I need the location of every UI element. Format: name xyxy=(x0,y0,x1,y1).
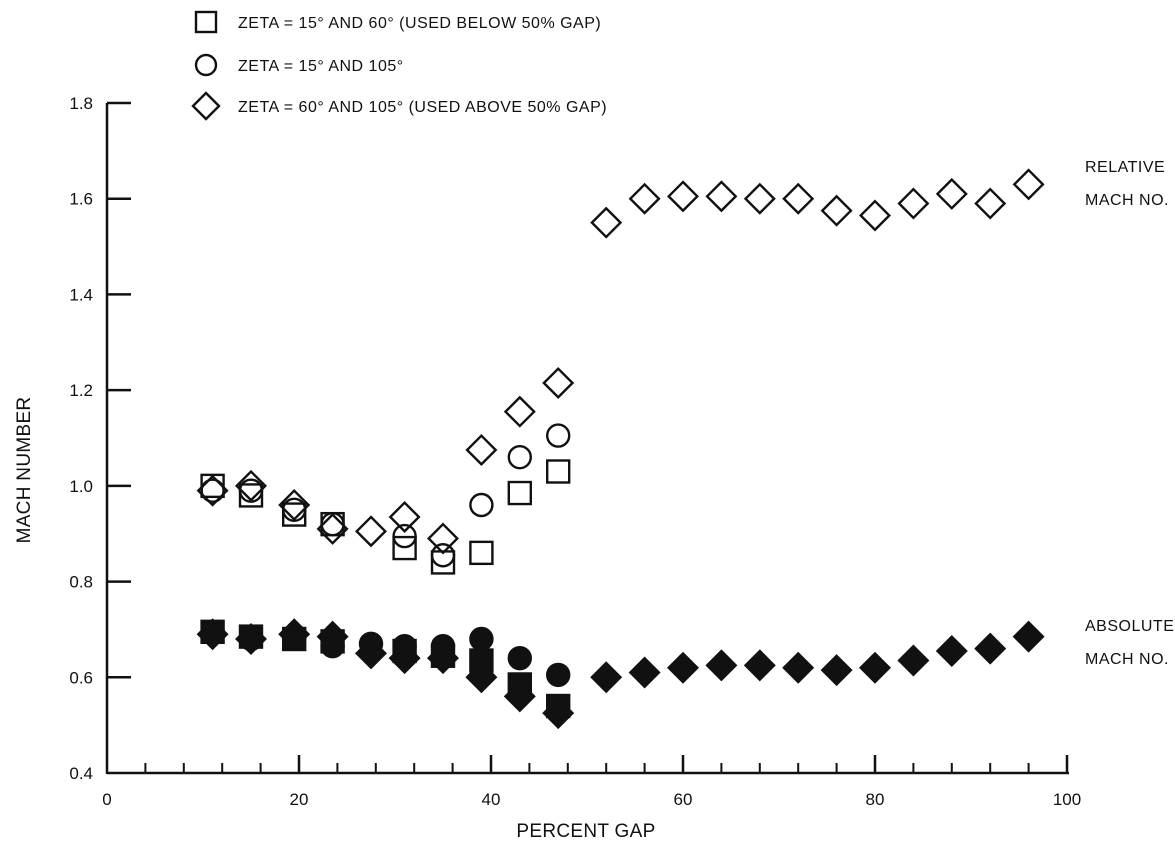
x-axis-title: PERCENT GAP xyxy=(516,821,655,842)
relative-circle-point xyxy=(507,444,532,470)
absolute-diamond-point-filled xyxy=(503,680,536,713)
absolute-diamond-point-filled xyxy=(974,632,1007,665)
y-tick-label: 0.6 xyxy=(69,668,93,687)
x-tick-label: 80 xyxy=(866,790,885,809)
relative-diamond-point xyxy=(465,433,498,466)
annotations: RELATIVE MACH NO. ABSOLUTE MACH NO. xyxy=(1085,159,1174,668)
x-tick-label: 20 xyxy=(290,790,309,809)
legend-label: ZETA = 60° AND 105° (USED ABOVE 50% GAP) xyxy=(238,99,607,116)
relative-circle-point xyxy=(392,523,417,549)
annotation-label: MACH NO. xyxy=(1085,192,1169,209)
absolute-circle-point-filled xyxy=(546,662,571,688)
absolute-diamond-point-filled xyxy=(743,649,776,682)
relative-diamond-point xyxy=(667,180,699,213)
y-tick-label: 0.8 xyxy=(69,573,93,592)
absolute-diamond-point-filled xyxy=(355,637,387,670)
absolute-diamond-point-filled xyxy=(897,644,930,677)
relative-diamond-point xyxy=(355,515,387,548)
relative-square-point xyxy=(546,459,571,484)
relative-diamond-point xyxy=(743,182,776,215)
x-tick-label: 100 xyxy=(1053,790,1081,809)
legend-label: ZETA = 15° AND 105° xyxy=(238,58,404,75)
relative-circle-point xyxy=(200,478,225,503)
relative-square-point xyxy=(392,535,417,561)
legend: ZETA = 15° AND 60° (USED BELOW 50% GAP) Z… xyxy=(191,10,607,121)
y-tick-label: 1.0 xyxy=(69,477,93,496)
relative-diamond-point xyxy=(859,199,891,232)
y-tick-label: 1.8 xyxy=(69,94,93,113)
absolute-diamond-point-filled xyxy=(542,697,575,730)
relative-square-point xyxy=(238,483,264,508)
relative-diamond-point xyxy=(935,177,968,210)
relative-square-point xyxy=(469,540,494,566)
absolute-diamond-point-filled xyxy=(196,618,229,651)
relative-diamond-point xyxy=(1012,168,1045,201)
absolute-circle-point-filled xyxy=(469,626,494,652)
annotation-label: ABSOLUTE xyxy=(1085,618,1174,635)
axes xyxy=(105,103,1069,775)
relative-circle-point xyxy=(430,543,456,568)
relative-circle-point xyxy=(546,423,571,448)
annotation-label: MACH NO. xyxy=(1085,651,1169,668)
annotation-label: RELATIVE xyxy=(1085,159,1165,176)
absolute-diamond-point-filled xyxy=(427,642,459,675)
ticks: 0 20 40 60 80 100 0.4 0.6 0.8 1.0 1.2 1.4 1.6 1.8 xyxy=(69,94,1081,809)
relative-diamond-point xyxy=(427,522,459,555)
absolute-diamond-point-filled xyxy=(590,661,623,694)
relative-diamond-point xyxy=(235,469,267,502)
y-tick-label: 1.2 xyxy=(69,381,93,400)
relative-diamond-point xyxy=(782,182,815,215)
absolute-diamond-point-filled xyxy=(388,642,421,675)
absolute-diamond-point-filled xyxy=(465,661,498,694)
relative-square-point xyxy=(507,480,532,506)
y-tick-label: 1.6 xyxy=(69,190,93,209)
relative-circle-point xyxy=(238,478,264,503)
absolute-diamond-point-filled xyxy=(316,620,349,653)
relative-diamond-point xyxy=(897,187,930,220)
relative-diamond-point xyxy=(820,194,853,227)
relative-diamond-point xyxy=(628,182,661,215)
relative-circle-point xyxy=(469,492,494,518)
legend-circle-icon xyxy=(194,53,218,77)
absolute-diamond-point-filled xyxy=(235,623,267,655)
relative-diamond-point xyxy=(278,489,311,521)
relative-diamond-point xyxy=(974,187,1007,220)
absolute-diamond-point-filled xyxy=(782,651,815,684)
absolute-diamond-point-filled xyxy=(935,634,968,667)
absolute-diamond-point-filled xyxy=(628,656,661,689)
legend-diamond-icon xyxy=(191,91,221,121)
data-marks xyxy=(196,168,1045,730)
y-tick-label: 1.4 xyxy=(69,285,93,304)
absolute-diamond-point-filled xyxy=(705,649,738,682)
relative-diamond-point xyxy=(542,366,575,399)
absolute-diamond-point-filled xyxy=(1012,620,1045,653)
absolute-diamond-point-filled xyxy=(278,618,311,651)
relative-square-point xyxy=(282,502,307,527)
relative-square-point xyxy=(200,473,225,499)
relative-circle-point xyxy=(320,511,345,537)
relative-diamond-point xyxy=(316,512,349,545)
relative-diamond-point xyxy=(590,206,623,239)
y-tick-label: 0.4 xyxy=(69,764,93,783)
absolute-circle-point-filled xyxy=(507,645,532,671)
relative-diamond-point xyxy=(196,474,229,507)
legend-square-icon xyxy=(194,10,218,34)
absolute-diamond-point-filled xyxy=(859,651,891,684)
relative-diamond-point xyxy=(705,180,738,213)
absolute-diamond-point-filled xyxy=(667,651,699,684)
x-tick-label: 60 xyxy=(674,790,693,809)
absolute-diamond-point-filled xyxy=(820,654,853,687)
relative-diamond-point xyxy=(388,500,421,533)
relative-circle-point xyxy=(282,497,307,522)
x-tick-label: 40 xyxy=(482,790,501,809)
x-tick-label: 0 xyxy=(102,790,111,809)
y-axis-title: MACH NUMBER xyxy=(14,397,35,544)
legend-label: ZETA = 15° AND 60° (USED BELOW 50% GAP) xyxy=(238,15,601,32)
relative-diamond-point xyxy=(503,395,536,428)
